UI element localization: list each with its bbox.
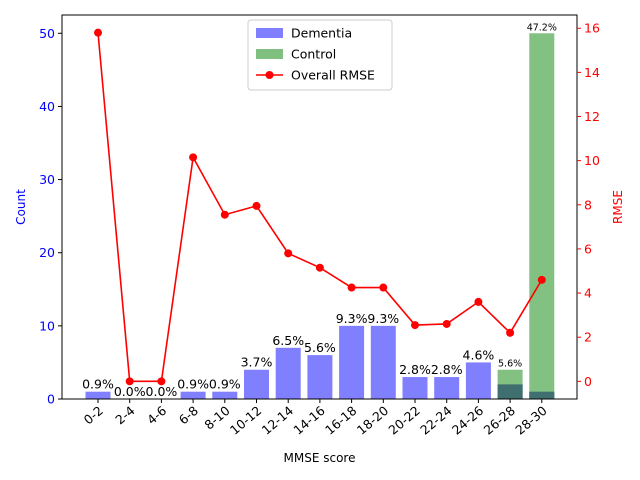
x-tick-label-22-24: 22-24: [417, 403, 455, 438]
bar-label-4-6: 0.0%: [146, 384, 178, 399]
bar-label-14-16: 5.6%: [304, 340, 336, 355]
rmse-point-28-30: [537, 275, 546, 284]
legend-frame: [247, 19, 393, 91]
left-y-axis: 0 10 20 30 40 50: [39, 26, 62, 407]
bar-overlap-26-28: [497, 384, 523, 399]
right-tick-label-0: 0: [584, 374, 592, 389]
legend-swatch-0: [256, 28, 283, 38]
legend-swatch-1: [256, 49, 283, 59]
rmse-point-10-12: [252, 201, 261, 210]
x-axis-label: MMSE score: [284, 451, 356, 465]
bar-label-10-12: 3.7%: [241, 355, 273, 370]
rmse-point-14-16: [315, 263, 324, 272]
left-y-axis-label: Count: [14, 189, 28, 225]
x-tick-label-20-22: 20-22: [385, 403, 422, 438]
rmse-point-2-4: [125, 377, 134, 386]
bar-label-24-26: 4.6%: [463, 347, 495, 362]
rmse-point-4-6: [157, 377, 166, 386]
right-tick-label-16: 16: [584, 21, 600, 36]
bar-dementia-0-2: [85, 391, 111, 399]
rmse-point-24-26: [474, 297, 483, 306]
legend: Dementia Control Overall RMSE: [247, 19, 393, 91]
legend-label-1: Control: [291, 47, 336, 62]
rmse-point-8-10: [220, 210, 229, 219]
x-tick-label-12-14: 12-14: [259, 403, 297, 438]
bar-label-26-28: 5.6%: [498, 359, 522, 370]
x-tick-label-24-26: 24-26: [449, 403, 487, 438]
rmse-point-0-2: [94, 28, 102, 37]
bar-dementia-16-18: [339, 325, 365, 399]
bar-label-12-14: 6.5%: [272, 333, 304, 348]
left-tick-label-10: 10: [39, 318, 55, 333]
rmse-line-layer: [94, 28, 546, 386]
bar-dementia-14-16: [307, 355, 333, 399]
right-tick-label-2: 2: [584, 330, 592, 345]
x-tick-label-16-18: 16-18: [322, 403, 360, 438]
rmse-point-18-20: [379, 283, 388, 292]
x-tick-label-4-6: 4-6: [144, 403, 169, 428]
bars-layer: [85, 33, 555, 400]
right-tick-label-10: 10: [584, 153, 600, 168]
bar-dementia-24-26: [465, 362, 491, 399]
bar-dementia-20-22: [402, 377, 428, 399]
bar-dementia-6-8: [180, 391, 206, 399]
legend-label-2: Overall RMSE: [291, 68, 375, 83]
bar-label-6-8: 0.9%: [177, 377, 209, 392]
x-tick-label-26-28: 26-28: [481, 403, 519, 438]
bar-label-20-22: 2.8%: [399, 362, 431, 377]
bar-label-22-24: 2.8%: [431, 362, 463, 377]
rmse-point-6-8: [189, 153, 198, 162]
right-tick-label-12: 12: [584, 109, 600, 124]
x-tick-label-6-8: 6-8: [176, 403, 201, 428]
left-tick-label-40: 40: [39, 99, 55, 114]
left-tick-label-20: 20: [39, 245, 55, 260]
bar-dementia-12-14: [275, 347, 301, 399]
right-tick-label-6: 6: [584, 241, 592, 256]
rmse-point-20-22: [411, 321, 419, 330]
right-tick-label-14: 14: [584, 65, 600, 80]
x-tick-label-2-4: 2-4: [112, 403, 137, 428]
bar-label-2-4: 0.0%: [114, 384, 146, 399]
rmse-point-12-14: [284, 249, 293, 258]
right-tick-label-4: 4: [584, 286, 592, 301]
left-tick-label-30: 30: [39, 172, 55, 187]
right-tick-label-8: 8: [584, 197, 592, 212]
x-tick-label-14-16: 14-16: [290, 403, 328, 438]
bar-label-18-20: 9.3%: [367, 311, 399, 326]
rmse-point-22-24: [442, 319, 451, 328]
bar-label-0-2: 0.9%: [82, 377, 114, 392]
bar-label-16-18: 9.3%: [336, 311, 368, 326]
bar-label-28-30: 47.2%: [527, 22, 557, 33]
left-tick-label-0: 0: [47, 392, 55, 407]
x-tick-label-0-2: 0-2: [81, 403, 106, 428]
bar-dementia-22-24: [434, 377, 460, 399]
x-tick-label-18-20: 18-20: [354, 403, 392, 438]
bar-label-8-10: 0.9%: [209, 377, 241, 392]
x-axis: 0-2 2-4 4-6 6-8 8-1010-1212-1414-1616-1818-2…: [81, 399, 550, 438]
right-y-axis: 0 2 4 6 8 10 12 14 16: [577, 21, 600, 389]
bar-dementia-18-20: [370, 325, 396, 399]
legend-marker-2: [265, 71, 274, 79]
bar-control-28-30: [529, 33, 555, 400]
x-tick-label-10-12: 10-12: [227, 403, 264, 438]
bar-labels-layer: 0.9% 0.0% 0.0% 0.9% 0.9%3.7%6.5% 5.6%9.3% 9.3%…: [82, 22, 557, 399]
legend-label-0: Dementia: [291, 26, 352, 41]
right-y-axis-label: RMSE: [611, 190, 625, 224]
rmse-point-26-28: [506, 328, 515, 337]
left-tick-label-50: 50: [39, 26, 55, 41]
x-tick-label-28-30: 28-30: [512, 403, 550, 438]
bar-overlap-28-30: [529, 391, 555, 399]
rmse-point-16-18: [347, 283, 356, 292]
bar-dementia-10-12: [244, 369, 269, 399]
bar-dementia-8-10: [212, 391, 238, 399]
